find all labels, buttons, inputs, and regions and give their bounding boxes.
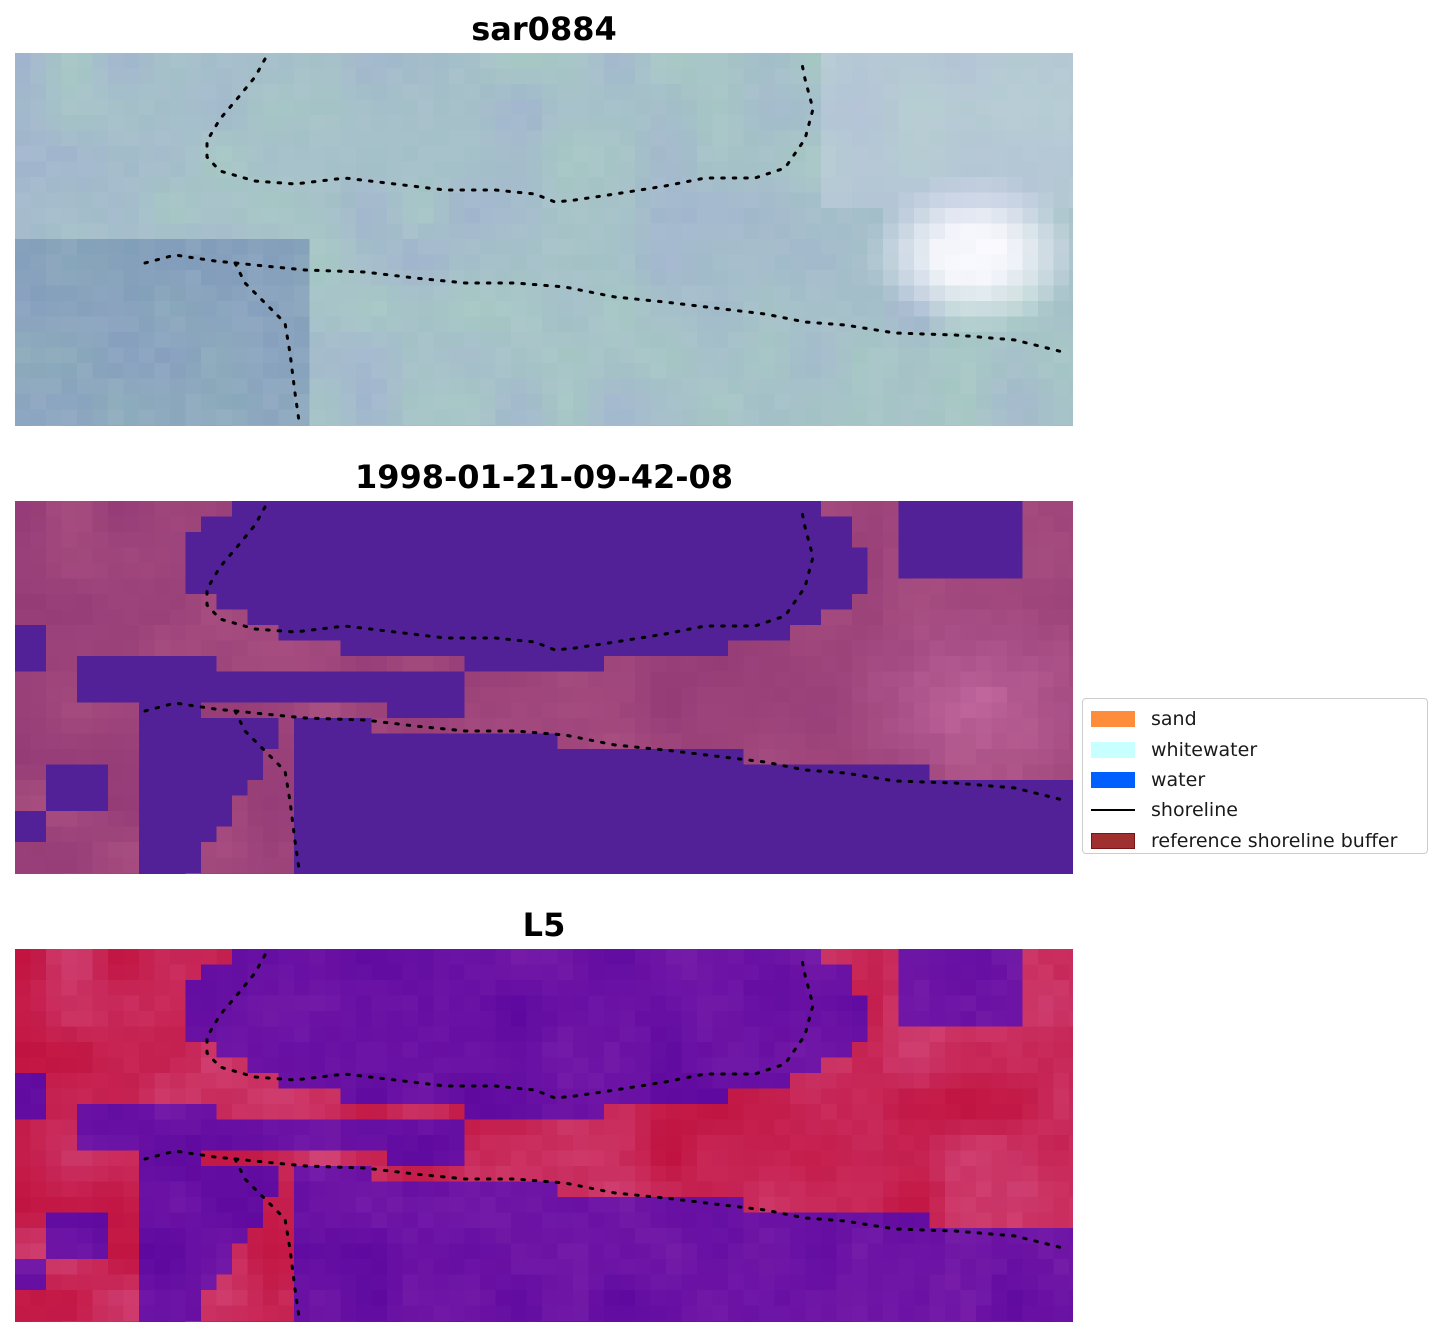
legend-label: water: [1151, 768, 1206, 791]
water-swatch: [1091, 771, 1135, 788]
legend-item-reference-buffer: reference shoreline buffer: [1083, 826, 1427, 856]
classified-image-panel: [15, 501, 1073, 874]
shoreline: [143, 953, 1069, 1319]
legend-label: shoreline: [1151, 799, 1238, 822]
panel-title-2: 1998-01-21-09-42-08: [354, 458, 734, 496]
shoreline: [143, 505, 1069, 871]
whitewater-swatch: [1091, 741, 1135, 758]
sand-swatch: [1091, 711, 1135, 728]
legend-label: whitewater: [1151, 738, 1258, 761]
legend-item-sand: sand: [1083, 704, 1427, 734]
legend: sand whitewater water shoreline referenc…: [1082, 698, 1428, 854]
legend-item-whitewater: whitewater: [1083, 734, 1427, 764]
panel-title-3: L5: [522, 906, 566, 944]
legend-label: sand: [1151, 708, 1197, 731]
shoreline: [143, 57, 1069, 423]
index-image-panel: [15, 949, 1073, 1322]
reference-buffer-swatch: [1091, 832, 1135, 849]
legend-label: reference shoreline buffer: [1151, 829, 1398, 852]
panel-title-1: sar0884: [471, 10, 617, 48]
legend-item-shoreline: shoreline: [1083, 795, 1427, 825]
shoreline-swatch: [1091, 809, 1135, 812]
legend-item-water: water: [1083, 765, 1427, 795]
satellite-rgb-panel: [15, 53, 1073, 426]
